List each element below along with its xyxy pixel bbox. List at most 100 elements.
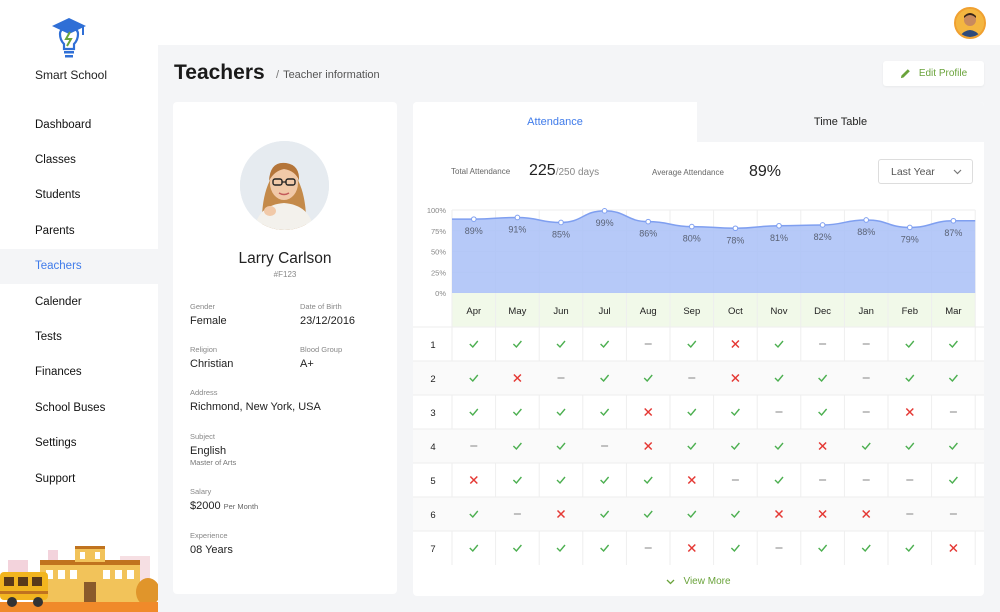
month-label: Feb (902, 306, 918, 317)
data-label: 82% (814, 232, 832, 242)
present-check-icon (469, 340, 479, 349)
teacher-portrait-icon (240, 141, 329, 230)
field-salary: Salary $2000 Per Month (190, 487, 258, 512)
data-point (558, 219, 564, 226)
present-check-icon (861, 442, 871, 451)
edit-profile-label: Edit Profile (918, 68, 968, 79)
absent-cross-icon (687, 475, 696, 485)
sidebar-item-support[interactable]: Support (35, 472, 76, 485)
field-gender: Gender Female (190, 302, 227, 327)
blood-group-label: Blood Group (300, 345, 343, 354)
attendance-line (451, 210, 976, 230)
total-attendance: 225/250 days (529, 162, 599, 180)
present-check-icon (905, 374, 915, 383)
absent-cross-icon (905, 407, 914, 417)
tab-time-table[interactable]: Time Table (697, 102, 984, 142)
user-avatar[interactable] (954, 7, 986, 39)
religion-value: Christian (190, 358, 234, 370)
data-point (645, 218, 651, 225)
dob-value: 23/12/2016 (300, 315, 356, 327)
experience-label: Experience (190, 531, 228, 540)
sidebar-item-parents[interactable]: Parents (35, 224, 75, 237)
breadcrumb-current[interactable]: Teacher information (283, 69, 380, 81)
sidebar-item-calender[interactable]: Calender (35, 295, 82, 308)
sidebar-item-finances[interactable]: Finances (35, 366, 82, 379)
school-illustration (0, 542, 158, 612)
period-dropdown[interactable]: Last Year (878, 159, 973, 184)
day-label: 3 (430, 408, 435, 419)
absent-cross-icon (556, 509, 566, 519)
present-check-icon (512, 544, 522, 553)
data-label: 87% (944, 228, 962, 238)
data-label: 85% (552, 229, 570, 239)
salary-label: Salary (190, 487, 212, 496)
present-check-icon (730, 442, 740, 451)
address-value: Richmond, New York, USA (190, 401, 321, 413)
present-check-icon (643, 510, 653, 519)
sidebar-item-classes[interactable]: Classes (35, 154, 76, 167)
day-label: 2 (430, 374, 435, 385)
absent-cross-icon (862, 509, 871, 519)
present-check-icon (861, 544, 871, 553)
sidebar-item-school-buses[interactable]: School Buses (35, 401, 106, 414)
month-label: Aug (640, 306, 657, 317)
sidebar-item-tests[interactable]: Tests (35, 331, 62, 344)
attendance-chart: 100% 75% 50% 25% 0% 89% 91% 85% 99% 86% 80% 78% 81% 8… (413, 206, 984, 565)
degree-value: Master of Arts (190, 458, 237, 467)
data-label: 79% (901, 234, 919, 244)
absent-cross-icon (818, 509, 827, 519)
chevron-down-icon (667, 579, 675, 584)
edit-profile-button[interactable]: Edit Profile (883, 61, 984, 86)
data-label: 91% (508, 224, 526, 234)
present-check-icon (556, 442, 566, 451)
y-tick-label: 100% (427, 206, 447, 215)
present-check-icon (687, 442, 697, 451)
data-label: 80% (683, 234, 701, 244)
view-more-button[interactable]: View More (413, 576, 984, 587)
month-label: Dec (814, 306, 831, 317)
religion-label: Religion (190, 345, 218, 354)
month-label: May (508, 306, 526, 317)
sidebar-nav: Dashboard Classes Students Parents Teach… (0, 107, 158, 496)
field-address: Address Richmond, New York, USA (190, 388, 321, 413)
field-subject: Subject English Master of Arts (190, 432, 236, 467)
sidebar-item-dashboard[interactable]: Dashboard (35, 118, 92, 131)
breadcrumb-separator: / (276, 69, 280, 81)
present-check-icon (818, 408, 828, 417)
average-attendance-label: Average Attendance (652, 168, 724, 177)
month-label: Oct (728, 306, 743, 317)
y-tick-label: 75% (431, 227, 446, 236)
breadcrumb: / Teacher information (276, 69, 380, 81)
field-dob: Date of Birth 23/12/2016 (300, 302, 355, 327)
present-check-icon (600, 408, 610, 417)
data-label: 99% (596, 218, 614, 228)
y-tick-label: 0% (435, 289, 446, 298)
top-bar (158, 0, 1000, 45)
tab-attendance[interactable]: Attendance (413, 102, 697, 142)
sidebar-item-settings[interactable]: Settings (35, 437, 77, 450)
present-check-icon (600, 476, 610, 485)
salary-value: $2000 (190, 500, 221, 512)
present-check-icon (512, 340, 522, 349)
blood-group-value: A+ (300, 358, 314, 370)
data-point (776, 222, 782, 229)
pencil-icon (900, 69, 910, 79)
data-point (863, 217, 870, 223)
sidebar-item-teachers[interactable]: Teachers (0, 248, 158, 284)
present-check-icon (512, 442, 522, 451)
present-check-icon (730, 510, 740, 519)
data-label: 78% (726, 235, 744, 245)
data-label: 86% (639, 229, 657, 239)
present-check-icon (905, 340, 915, 349)
present-check-icon (905, 544, 915, 553)
present-check-icon (512, 408, 522, 417)
page-title: Teachers (174, 61, 265, 84)
row-stripe (413, 361, 984, 395)
field-blood-group: Blood Group A+ (300, 345, 342, 370)
sidebar-item-students[interactable]: Students (35, 189, 81, 202)
view-more-label: View More (683, 576, 731, 587)
graduation-bulb-icon[interactable] (48, 16, 90, 62)
present-check-icon (556, 544, 566, 553)
data-label: 88% (857, 227, 875, 237)
absent-cross-icon (731, 373, 740, 383)
